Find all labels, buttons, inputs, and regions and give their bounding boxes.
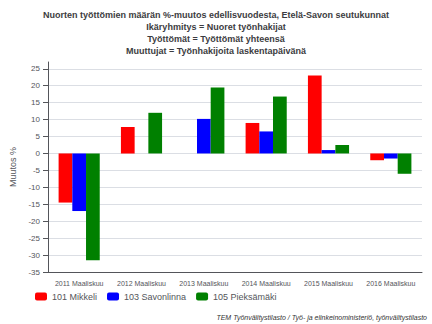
svg-text:103 Savonlinna: 103 Savonlinna [124, 292, 186, 302]
svg-text:2012 Maaliskuu: 2012 Maaliskuu [117, 280, 166, 287]
svg-text:105 Pieksämäki: 105 Pieksämäki [213, 292, 277, 302]
svg-text:Nuorten työttömien määrän %-mu: Nuorten työttömien määrän %-muutos edell… [43, 10, 389, 20]
svg-text:Muutos %: Muutos % [8, 147, 18, 187]
svg-text:5: 5 [36, 132, 41, 141]
svg-text:25: 25 [31, 64, 40, 73]
svg-text:Työttömät = Työttömät yhteensä: Työttömät = Työttömät yhteensä [147, 34, 285, 44]
svg-text:-30: -30 [28, 251, 40, 260]
svg-text:2011 Maaliskuu: 2011 Maaliskuu [55, 280, 104, 287]
svg-text:10: 10 [31, 115, 40, 124]
svg-text:2014 Maaliskuu: 2014 Maaliskuu [242, 280, 291, 287]
svg-text:2013 Maaliskuu: 2013 Maaliskuu [179, 280, 228, 287]
svg-text:0: 0 [36, 149, 41, 158]
svg-text:-35: -35 [28, 268, 40, 277]
svg-text:Muuttujat = Työnhakijoita lask: Muuttujat = Työnhakijoita laskentapäivän… [126, 46, 307, 56]
svg-text:2016 Maaliskuu: 2016 Maaliskuu [366, 280, 415, 287]
svg-text:TEM Työnvälitystilasto / Työ-: TEM Työnvälitystilasto / Työ- ja elinkei… [216, 314, 427, 322]
svg-text:-10: -10 [28, 183, 40, 192]
svg-text:-5: -5 [33, 166, 41, 175]
svg-text:-20: -20 [28, 217, 40, 226]
svg-text:101 Mikkeli: 101 Mikkeli [52, 292, 97, 302]
svg-text:20: 20 [31, 81, 40, 90]
svg-text:2015 Maaliskuu: 2015 Maaliskuu [304, 280, 353, 287]
svg-text:-25: -25 [28, 234, 40, 243]
svg-text:-15: -15 [28, 200, 40, 209]
svg-text:Ikäryhmitys = Nuoret työnhakij: Ikäryhmitys = Nuoret työnhakijat [146, 22, 285, 32]
svg-text:15: 15 [31, 98, 40, 107]
